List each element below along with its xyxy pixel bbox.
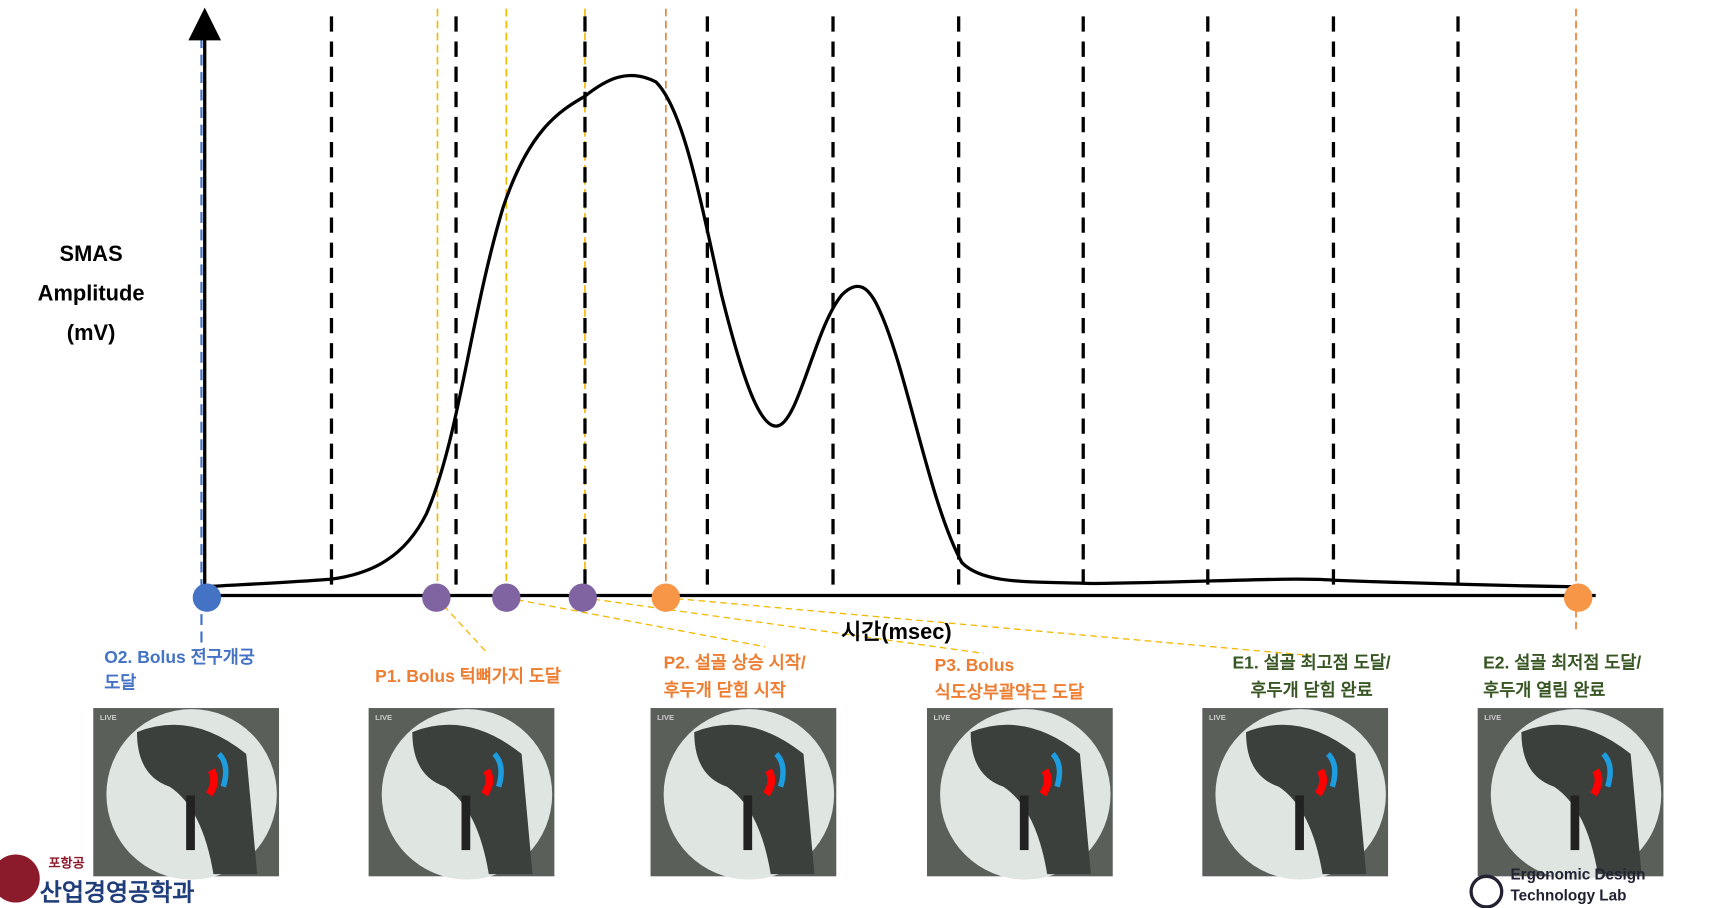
left-logo-text: 산업경영공학과 xyxy=(40,879,195,906)
image-tag: LIVE xyxy=(657,713,674,722)
event-label: P3. Bolus xyxy=(935,655,1015,675)
event-label: 도달 xyxy=(104,672,136,692)
event-dot xyxy=(193,583,221,611)
image-tag: LIVE xyxy=(934,713,951,722)
event-label: E1. 설골 최고점 도달/ xyxy=(1233,653,1391,673)
x-axis-label: 시간(msec) xyxy=(841,619,952,644)
event-dot xyxy=(569,583,597,611)
event-label: E2. 설골 최저점 도달/ xyxy=(1483,653,1641,673)
event-label: P2. 설골 상승 시작/ xyxy=(664,653,806,673)
xray-tube xyxy=(743,795,752,850)
event-label: 후두개 닫힘 시작 xyxy=(664,680,786,700)
image-tag: LIVE xyxy=(100,713,117,722)
xray-tube xyxy=(1571,795,1580,850)
image-tag: LIVE xyxy=(375,713,392,722)
left-logo-emblem xyxy=(0,854,40,902)
event-label: O2. Bolus 전구개궁 xyxy=(104,647,255,667)
image-tag: LIVE xyxy=(1209,713,1226,722)
event-dot xyxy=(492,583,520,611)
right-logo-emblem xyxy=(1471,876,1502,907)
event-label: 후두개 닫힘 완료 xyxy=(1250,680,1372,700)
xray-tube xyxy=(1020,795,1029,850)
left-logo-text: 포항공 xyxy=(48,855,84,871)
xray-tube xyxy=(462,795,471,850)
xray-tube xyxy=(1295,795,1304,850)
curve xyxy=(205,75,1574,586)
event-dot xyxy=(422,583,450,611)
y-axis-label: (mV) xyxy=(67,320,116,345)
page: {"y_axis_label":["SMAS","Amplitude","(mV… xyxy=(0,0,1713,908)
event-label: P1. Bolus 턱뼈가지 도달 xyxy=(375,666,561,686)
image-tag: LIVE xyxy=(1484,713,1501,722)
connector xyxy=(666,598,1312,656)
right-logo-text: Technology Lab xyxy=(1510,887,1626,904)
xray-tube xyxy=(186,795,195,850)
event-dot xyxy=(652,583,680,611)
event-label: 식도상부괄약근 도달 xyxy=(935,682,1085,702)
y-axis-label: SMAS xyxy=(60,241,123,266)
connector xyxy=(506,598,765,647)
slide: SMAS Amplitude (mV) 시간(msec) O2. Bolus 전… xyxy=(0,0,1713,908)
y-axis-label: Amplitude xyxy=(38,280,145,305)
event-label: 후두개 열림 완료 xyxy=(1483,680,1605,700)
event-dot xyxy=(1564,583,1592,611)
right-logo-text: Ergonomic Design xyxy=(1510,867,1645,884)
